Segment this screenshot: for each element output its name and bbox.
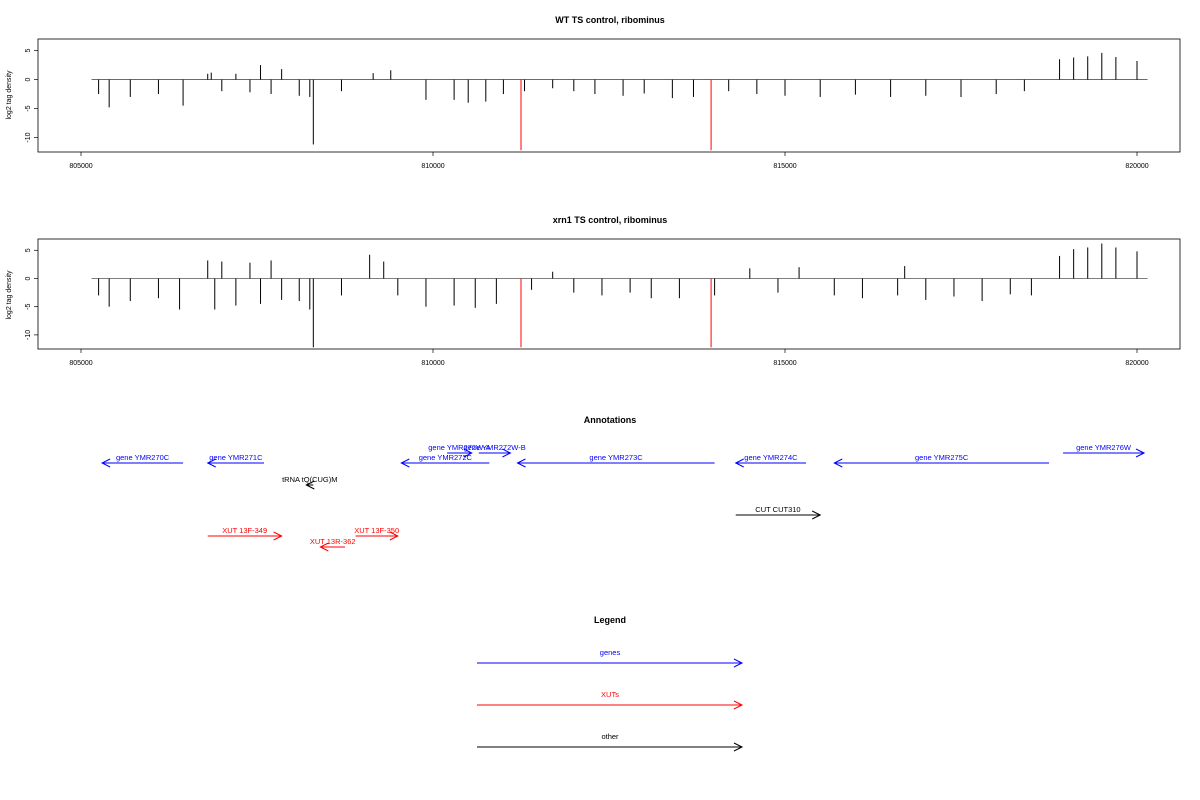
feature-arrowhead [400, 458, 410, 468]
feature-arrow: tRNA tQ(CUG)M [282, 475, 338, 490]
feature-label: gene YMR271C [209, 453, 263, 462]
y-tick-label: 5 [25, 49, 32, 53]
feature-label: XUT 13F-349 [222, 526, 267, 535]
feature-arrowhead [516, 458, 526, 468]
feature-label: gene YMR273C [589, 453, 643, 462]
feature-arrowhead [305, 480, 315, 490]
x-tick-label: 815000 [773, 360, 796, 367]
feature-arrowhead [734, 458, 744, 468]
feature-label: XUT 13F-350 [354, 526, 399, 535]
annotations-title: Annotations [584, 415, 637, 425]
y-tick-label: -5 [25, 303, 32, 309]
x-tick-label: 815000 [773, 163, 796, 170]
feature-arrowhead [1135, 448, 1146, 458]
feature-label: gene YMR276W [1076, 443, 1132, 452]
feature-arrow: gene YMR271C [206, 453, 265, 468]
x-tick-label: 820000 [1125, 360, 1148, 367]
feature-arrowhead [811, 510, 822, 520]
y-tick-label: -10 [25, 330, 32, 340]
legend-label: genes [600, 648, 621, 657]
panel-title: xrn1 TS control, ribominus [553, 215, 668, 225]
feature-label: gene YMR274C [744, 453, 798, 462]
feature-arrow: gene YMR272W-B [463, 443, 526, 458]
feature-arrowhead [101, 458, 111, 468]
legend-arrowhead [733, 700, 744, 710]
bars-layer [98, 52, 1138, 151]
legend-panel: Legend genes XUTs other [477, 615, 744, 752]
track-panel-wt: WT TS control, ribominus log2 tag densit… [6, 15, 1181, 170]
x-tick-label: 805000 [69, 163, 92, 170]
feature-arrowhead [502, 448, 512, 458]
legend-arrowhead [733, 658, 744, 668]
x-tick-label: 805000 [69, 360, 92, 367]
feature-arrowhead [833, 458, 843, 468]
feature-arrow: gene YMR270C [101, 453, 184, 468]
feature-arrowhead [273, 531, 283, 541]
legend-item: genes [477, 648, 744, 668]
feature-arrowhead [389, 531, 399, 541]
axes: 5 0 -5 -10 805000 810000 815000 820000 [25, 238, 1181, 367]
y-tick-label: -5 [25, 105, 32, 111]
feature-arrow: XUT 13F-350 [354, 526, 399, 541]
feature-arrow: XUT 13R-362 [310, 537, 356, 552]
feature-label: gene YMR272W-A [428, 443, 490, 452]
feature-label: gene YMR270C [116, 453, 170, 462]
feature-label: gene YMR272C [419, 453, 473, 462]
annotations-panel: Annotations gene YMR270C gene YMR271C gene… [101, 415, 1146, 552]
feature-label: tRNA tQ(CUG)M [282, 475, 337, 484]
feature-arrow: gene YMR274C [734, 453, 807, 468]
bars-layer [98, 243, 1138, 348]
y-tick-label: 0 [25, 78, 32, 82]
x-tick-label: 810000 [421, 360, 444, 367]
legend-label: other [601, 732, 619, 741]
y-axis-label: log2 tag density [6, 70, 13, 120]
feature-arrow: XUT 13F-349 [207, 526, 283, 541]
feature-label: XUT 13R-362 [310, 537, 356, 546]
legend-item: other [477, 732, 744, 752]
legend-arrowhead [733, 742, 744, 752]
axes: 5 0 -5 -10 805000 810000 815000 820000 [25, 38, 1181, 170]
feature-arrow: gene YMR275C [833, 453, 1049, 468]
feature-label: gene YMR275C [915, 453, 969, 462]
plot-frame [37, 38, 1181, 153]
feature-arrow: gene YMR276W [1063, 443, 1146, 458]
feature-arrowhead [206, 458, 216, 468]
legend-items: genes XUTs other [477, 648, 744, 752]
feature-arrow: gene YMR272C [400, 453, 490, 468]
feature-arrowhead [319, 542, 329, 552]
legend-label: XUTs [601, 690, 619, 699]
feature-label: gene YMR272W-B [463, 443, 525, 452]
legend-item: XUTs [477, 690, 744, 710]
track-panel-xrn1: xrn1 TS control, ribominus log2 tag dens… [6, 215, 1181, 367]
x-tick-label: 810000 [421, 163, 444, 170]
plot-frame [37, 238, 1181, 350]
y-tick-label: 0 [25, 276, 32, 280]
y-tick-label: 5 [25, 248, 32, 252]
feature-arrow: gene YMR273C [516, 453, 715, 468]
x-tick-label: 820000 [1125, 163, 1148, 170]
feature-arrow: gene YMR272W-A [428, 443, 491, 458]
feature-arrow: CUT CUT310 [735, 505, 822, 520]
legend-title: Legend [594, 615, 626, 625]
y-tick-label: -10 [25, 132, 32, 142]
feature-label: CUT CUT310 [755, 505, 800, 514]
panel-title: WT TS control, ribominus [555, 15, 665, 25]
feature-arrowhead [463, 448, 473, 458]
y-axis-label: log2 tag density [6, 270, 13, 320]
